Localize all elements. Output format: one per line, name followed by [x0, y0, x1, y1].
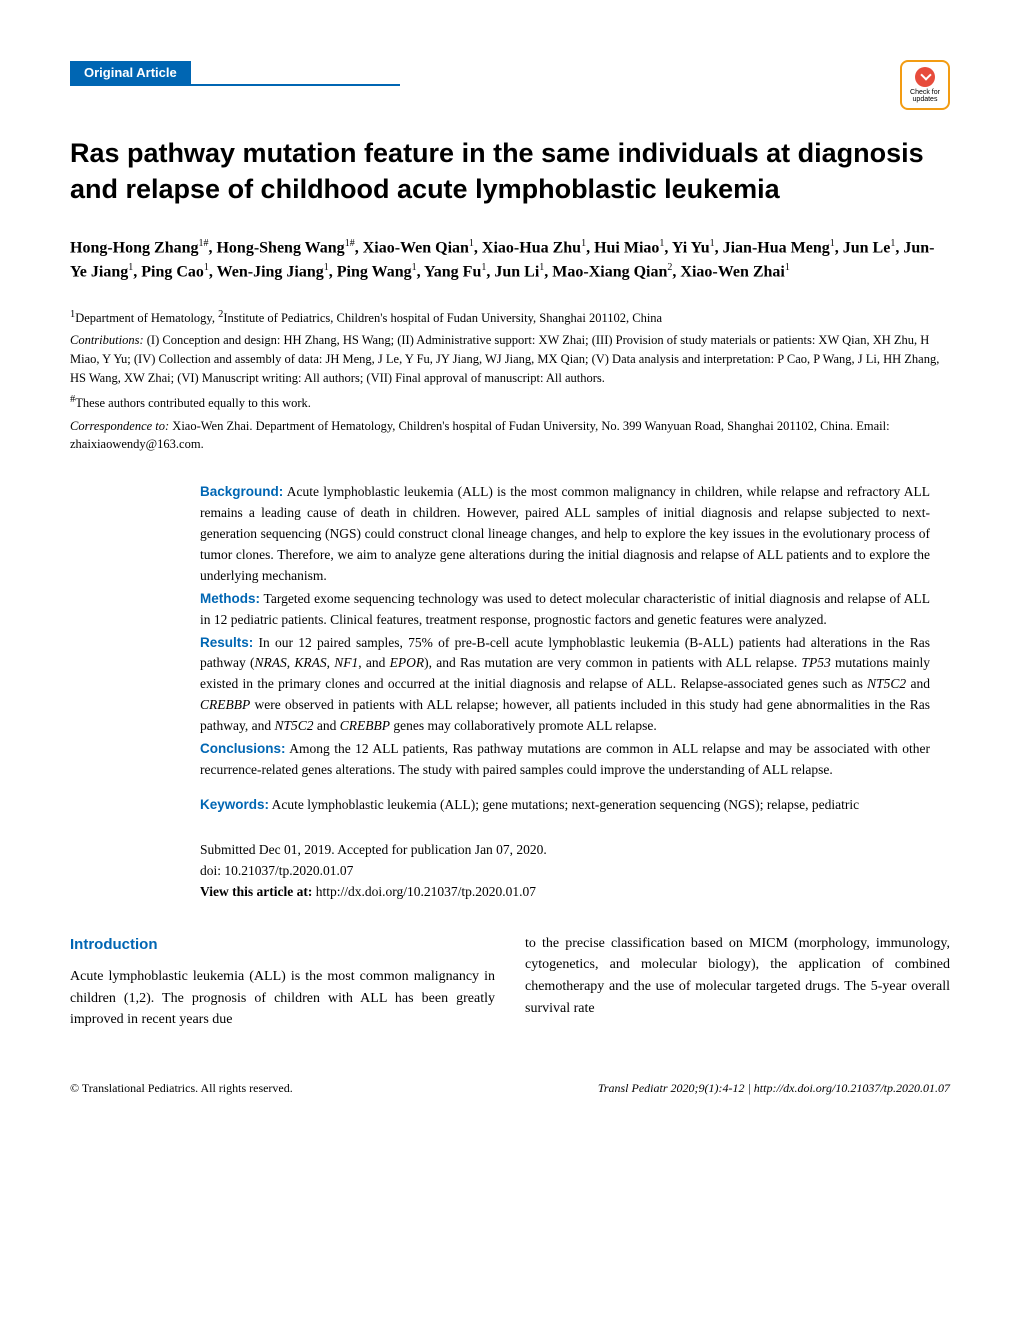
- view-article-label: View this article at:: [200, 884, 312, 899]
- abstract-methods: Methods: Targeted exome sequencing techn…: [200, 589, 930, 631]
- article-type-badge: Original Article: [70, 61, 191, 86]
- keywords-text: Acute lymphoblastic leukemia (ALL); gene…: [269, 797, 859, 812]
- contributions: Contributions: (I) Conception and design…: [70, 331, 950, 387]
- results-text: In our 12 paired samples, 75% of pre-B-c…: [200, 635, 930, 734]
- contributions-text: (I) Conception and design: HH Zhang, HS …: [70, 333, 939, 385]
- column-left: Introduction Acute lymphoblastic leukemi…: [70, 933, 495, 1031]
- footer-citation-text: 2020;9(1):4-12 | http://dx.doi.org/10.21…: [668, 1081, 951, 1095]
- view-article: View this article at: http://dx.doi.org/…: [200, 882, 930, 903]
- check-updates-icon: [915, 67, 935, 87]
- doi: doi: 10.21037/tp.2020.01.07: [200, 861, 930, 882]
- check-updates-widget[interactable]: Check for updates: [900, 60, 950, 110]
- equal-contribution-note: #These authors contributed equally to th…: [70, 392, 950, 413]
- column-right: to the precise classification based on M…: [525, 933, 950, 1031]
- conclusions-label: Conclusions:: [200, 741, 286, 756]
- abstract-conclusions: Conclusions: Among the 12 ALL patients, …: [200, 739, 930, 781]
- intro-text-col2: to the precise classification based on M…: [525, 933, 950, 1020]
- correspondence-label: Correspondence to:: [70, 419, 169, 433]
- main-content-columns: Introduction Acute lymphoblastic leukemi…: [70, 933, 950, 1031]
- background-label: Background:: [200, 484, 283, 499]
- footer-citation: Transl Pediatr 2020;9(1):4-12 | http://d…: [598, 1081, 950, 1096]
- article-title: Ras pathway mutation feature in the same…: [70, 135, 950, 208]
- correspondence: Correspondence to: Xiao-Wen Zhai. Depart…: [70, 417, 950, 455]
- introduction-heading: Introduction: [70, 933, 495, 956]
- contributions-label: Contributions:: [70, 333, 144, 347]
- footer-journal: Transl Pediatr: [598, 1081, 668, 1095]
- results-label: Results:: [200, 635, 253, 650]
- authors-list: Hong-Hong Zhang1#, Hong-Sheng Wang1#, Xi…: [70, 236, 950, 285]
- background-text: Acute lymphoblastic leukemia (ALL) is th…: [200, 484, 930, 583]
- affiliations: 1Department of Hematology, 2Institute of…: [70, 307, 950, 328]
- abstract-keywords: Keywords: Acute lymphoblastic leukemia (…: [200, 795, 930, 816]
- check-updates-label: Check for updates: [902, 89, 948, 103]
- correspondence-text: Xiao-Wen Zhai. Department of Hematology,…: [70, 419, 890, 452]
- intro-text-col1: Acute lymphoblastic leukemia (ALL) is th…: [70, 966, 495, 1031]
- keywords-label: Keywords:: [200, 797, 269, 812]
- abstract-results: Results: In our 12 paired samples, 75% o…: [200, 633, 930, 738]
- methods-label: Methods:: [200, 591, 260, 606]
- submission-info: Submitted Dec 01, 2019. Accepted for pub…: [200, 840, 930, 903]
- abstract-block: Background: Acute lymphoblastic leukemia…: [200, 482, 930, 903]
- page-header: Original Article Check for updates: [70, 60, 950, 110]
- abstract-background: Background: Acute lymphoblastic leukemia…: [200, 482, 930, 587]
- page-footer: © Translational Pediatrics. All rights r…: [70, 1081, 950, 1096]
- badge-container: Original Article: [70, 60, 400, 86]
- view-article-url[interactable]: http://dx.doi.org/10.21037/tp.2020.01.07: [312, 884, 536, 899]
- submission-dates: Submitted Dec 01, 2019. Accepted for pub…: [200, 840, 930, 861]
- methods-text: Targeted exome sequencing technology was…: [200, 591, 930, 627]
- conclusions-text: Among the 12 ALL patients, Ras pathway m…: [200, 741, 930, 777]
- footer-copyright: © Translational Pediatrics. All rights r…: [70, 1081, 293, 1096]
- badge-underline: [191, 84, 400, 86]
